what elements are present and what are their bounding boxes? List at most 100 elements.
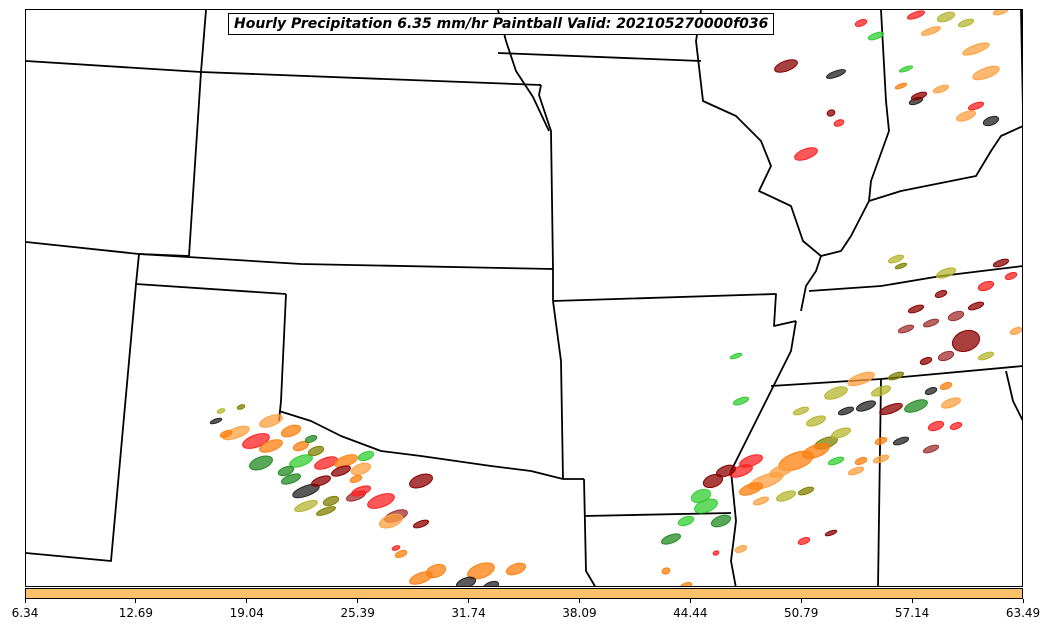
colorbar-tick-label: 25.39 (340, 606, 375, 620)
state-border-texas-east (583, 478, 596, 586)
precip-blob (216, 408, 226, 414)
precip-blob (219, 430, 233, 438)
state-border-arkansas-south-mississippi (730, 320, 797, 586)
precip-blob (292, 440, 310, 452)
precip-blob (894, 262, 908, 270)
precip-blob (982, 115, 1000, 127)
state-border-tennessee-north-east (1005, 370, 1022, 422)
precip-blob (259, 414, 283, 428)
precip-blob (391, 545, 401, 551)
colorbar-tick-label: 31.74 (451, 606, 486, 620)
precip-blob (281, 473, 301, 485)
state-border-indiana-ohio (1020, 10, 1022, 106)
colorbar-tick-label: 44.44 (673, 606, 708, 620)
precip-blob (739, 454, 763, 468)
precip-blob (897, 324, 915, 334)
state-border-red-river (278, 410, 584, 480)
precip-blob (856, 400, 876, 412)
precip-blob (867, 31, 885, 41)
colorbar (25, 588, 1023, 599)
precip-blob (322, 495, 340, 507)
precip-blob (379, 513, 403, 529)
colorbar-tick-label: 38.09 (562, 606, 597, 620)
precip-blob (505, 562, 527, 576)
river-border-ohio (868, 125, 1022, 202)
precip-blob (833, 119, 845, 127)
precip-blob (871, 385, 891, 397)
precip-blob (797, 486, 815, 496)
precip-blob (482, 580, 500, 586)
state-border-new-mexico-north (135, 253, 287, 295)
precip-blob (712, 550, 720, 556)
precip-blob (351, 485, 371, 497)
precip-blob (314, 456, 338, 470)
precip-blob (797, 537, 811, 545)
precip-blob (349, 475, 363, 483)
precip-blob (304, 435, 318, 443)
precip-blob (892, 436, 910, 446)
precip-blob (904, 399, 928, 413)
precip-blob (934, 290, 948, 298)
precip-blob (249, 455, 273, 471)
colorbar-tick-label: 50.79 (784, 606, 819, 620)
map-svg (26, 10, 1022, 586)
precip-blob (307, 445, 325, 457)
precip-blob (734, 545, 748, 553)
precip-blob (906, 10, 926, 20)
precip-blob (280, 424, 302, 438)
precip-blob (957, 18, 975, 28)
precip-blob (729, 352, 743, 360)
precip-blob (910, 91, 928, 101)
precip-blob (277, 465, 295, 477)
colorbar-tick (468, 599, 470, 603)
precip-blob (919, 357, 933, 365)
colorbar-tick (24, 599, 26, 603)
precip-blob (894, 82, 908, 90)
precip-blob (774, 59, 798, 73)
precip-blob (289, 454, 313, 468)
precip-blob (939, 382, 953, 390)
precip-blob (826, 69, 846, 79)
precip-blob (887, 371, 905, 381)
precip-blob (962, 42, 990, 56)
precip-blob (898, 65, 914, 73)
state-border-iowa-missouri (497, 52, 702, 62)
precip-blob (367, 493, 395, 509)
precip-blob (316, 506, 336, 516)
precip-blob (936, 267, 956, 279)
river-border-mississippi-upper (695, 10, 822, 312)
precip-blob (394, 550, 408, 558)
precip-blob (847, 371, 875, 387)
precip-blob (776, 490, 796, 502)
precip-blob (292, 483, 320, 499)
state-border-colorado-east (188, 71, 202, 257)
precip-blob (992, 258, 1010, 268)
precip-blob (677, 515, 695, 527)
state-border-illinois-east (820, 10, 890, 257)
precip-blob (824, 386, 848, 400)
colorbar-tick (800, 599, 802, 603)
colorbar-tick (246, 599, 248, 603)
precip-blob (977, 351, 995, 361)
colorbar-tick (1022, 599, 1024, 603)
precip-blob (259, 439, 283, 453)
precip-blob (924, 387, 938, 395)
precip-blobs (209, 10, 1022, 586)
precip-blob (806, 415, 826, 427)
precip-blob (932, 84, 950, 94)
precip-blob (967, 301, 985, 311)
precip-blob (209, 417, 223, 425)
state-border-nebraska-south (200, 71, 542, 86)
precip-blob (242, 433, 270, 449)
precip-blob (967, 101, 985, 111)
state-border-new-mexico-east (278, 293, 287, 422)
precip-blob (311, 475, 331, 487)
precip-blob (794, 147, 818, 161)
colorbar-tick (135, 599, 137, 603)
precip-blob (694, 498, 718, 514)
precip-blob (922, 444, 940, 454)
precip-blob (409, 473, 433, 489)
precip-blob (837, 406, 855, 416)
state-border-new-mexico-west (26, 283, 137, 562)
map-title: Hourly Precipitation 6.35 mm/hr Paintbal… (228, 13, 775, 35)
